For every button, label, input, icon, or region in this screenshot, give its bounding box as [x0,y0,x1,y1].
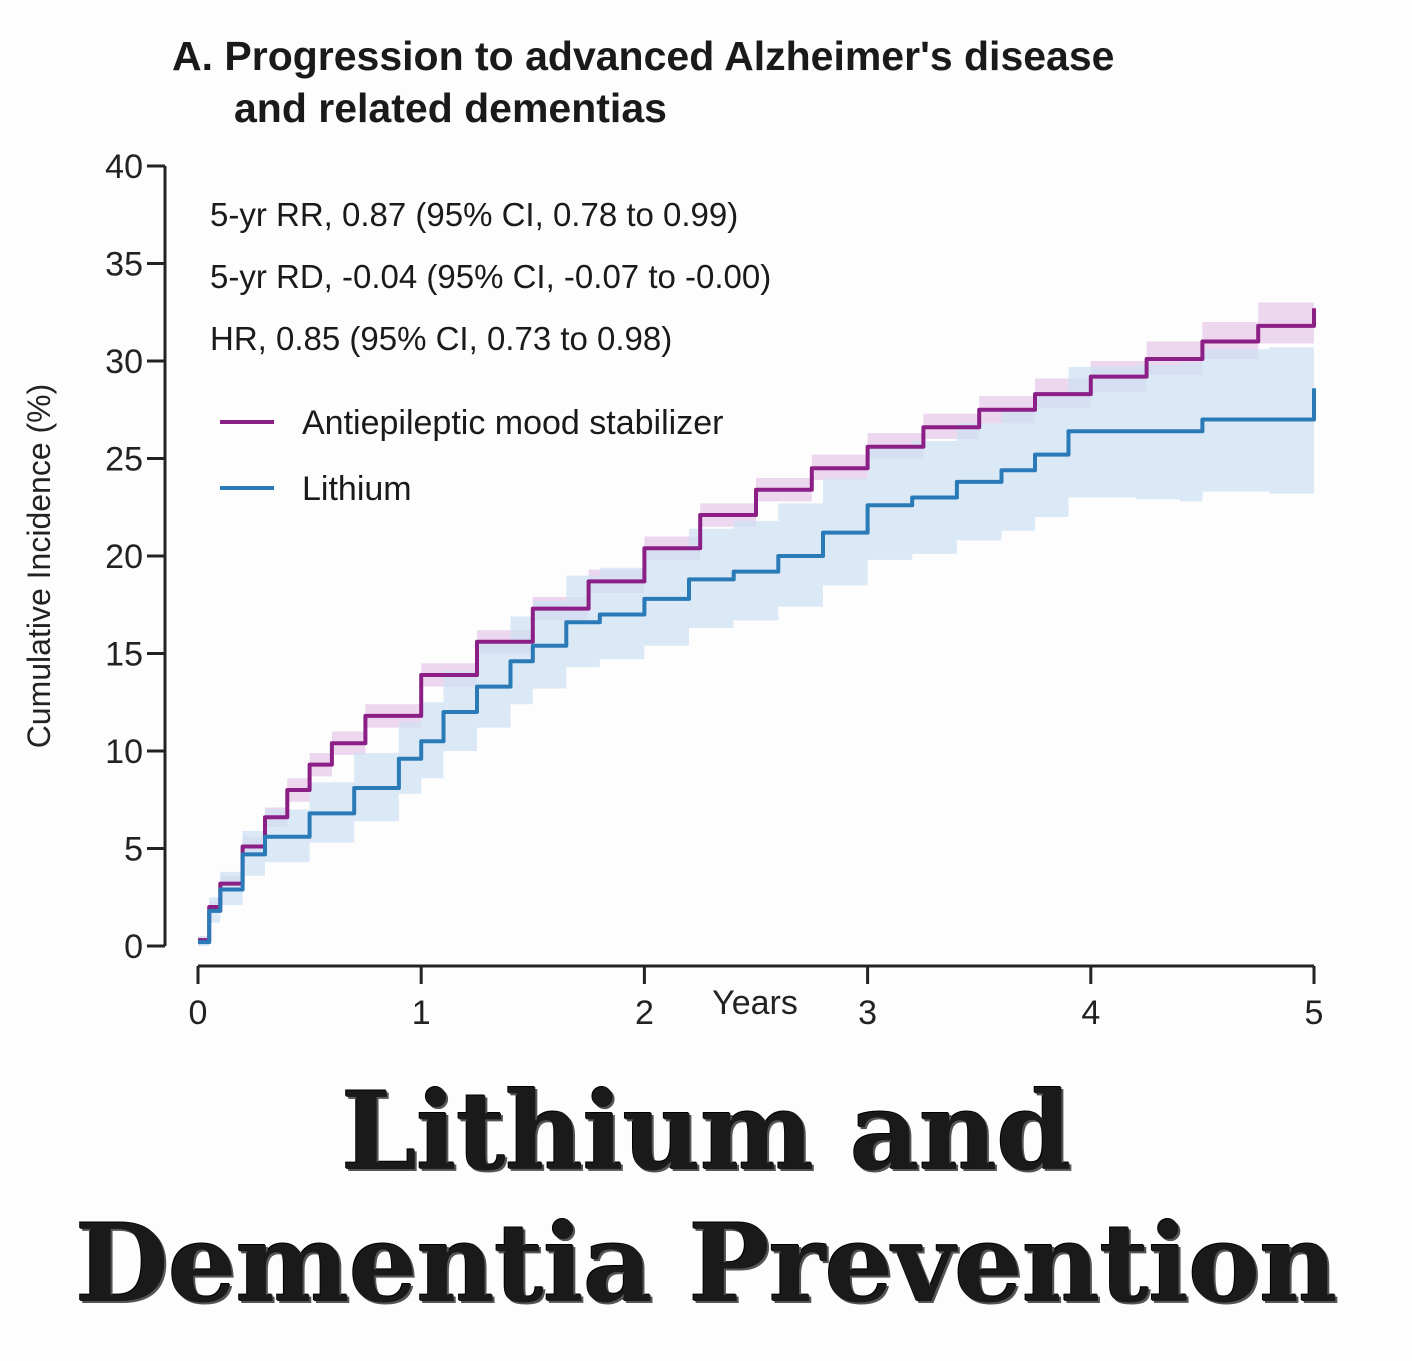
legend: Antiepileptic mood stabilizer Lithium [220,404,723,508]
caption-line2: Dementia Prevention [75,1201,1338,1327]
incidence-chart: 0 5 10 15 20 25 30 35 40 0 1 2 3 4 5 Years Cumulative In… [21,148,1323,1032]
stat-annotation: 5-yr RR, 0.87 (95% CI, 0.78 to 0.99) [210,196,738,233]
y-tick-label: 15 [105,636,143,674]
x-tick-label: 2 [635,994,654,1032]
x-tick-label: 0 [189,994,208,1032]
x-tick-label: 3 [858,994,877,1032]
caption-line1: Lithium and [341,1069,1072,1195]
y-tick-label: 10 [105,733,143,771]
y-tick-label: 30 [105,343,143,381]
x-tick-label: 1 [412,994,431,1032]
x-tick-label: 4 [1081,994,1100,1032]
chart-title: A. Progression to advanced Alzheimer's d… [172,30,1114,134]
confidence-bands [198,283,1314,946]
y-tick-label: 5 [124,831,143,869]
x-tick-label: 5 [1305,994,1324,1032]
chart-title-line1: A. Progression to advanced Alzheimer's d… [172,33,1115,79]
y-axis-label: Cumulative Incidence (%) [21,384,57,749]
annotations: 5-yr RR, 0.87 (95% CI, 0.78 to 0.99) 5-yr… [210,196,771,357]
y-tick-label: 25 [105,441,143,479]
chart-title-line2: and related dementias [234,85,667,131]
x-axis-label: Years [712,984,798,1022]
axes: 0 5 10 15 20 25 30 35 40 0 1 2 3 4 5 Years Cumulative In… [21,148,1323,1032]
stat-annotation: 5-yr RD, -0.04 (95% CI, -0.07 to -0.00) [210,258,771,295]
y-tick-label: 40 [105,148,143,186]
legend-label-lithium: Lithium [302,470,412,508]
antiepileptic-mood-stabilizer-line [198,308,1316,943]
y-tick-label: 0 [124,928,143,966]
y-tick-label: 35 [105,246,143,284]
lithium-line [198,388,1316,945]
stat-annotation: HR, 0.85 (95% CI, 0.73 to 0.98) [210,320,672,357]
y-tick-label: 20 [105,538,143,576]
series-lines [198,308,1316,945]
legend-label-antiepileptic-mood-stabilizer: Antiepileptic mood stabilizer [302,404,723,442]
